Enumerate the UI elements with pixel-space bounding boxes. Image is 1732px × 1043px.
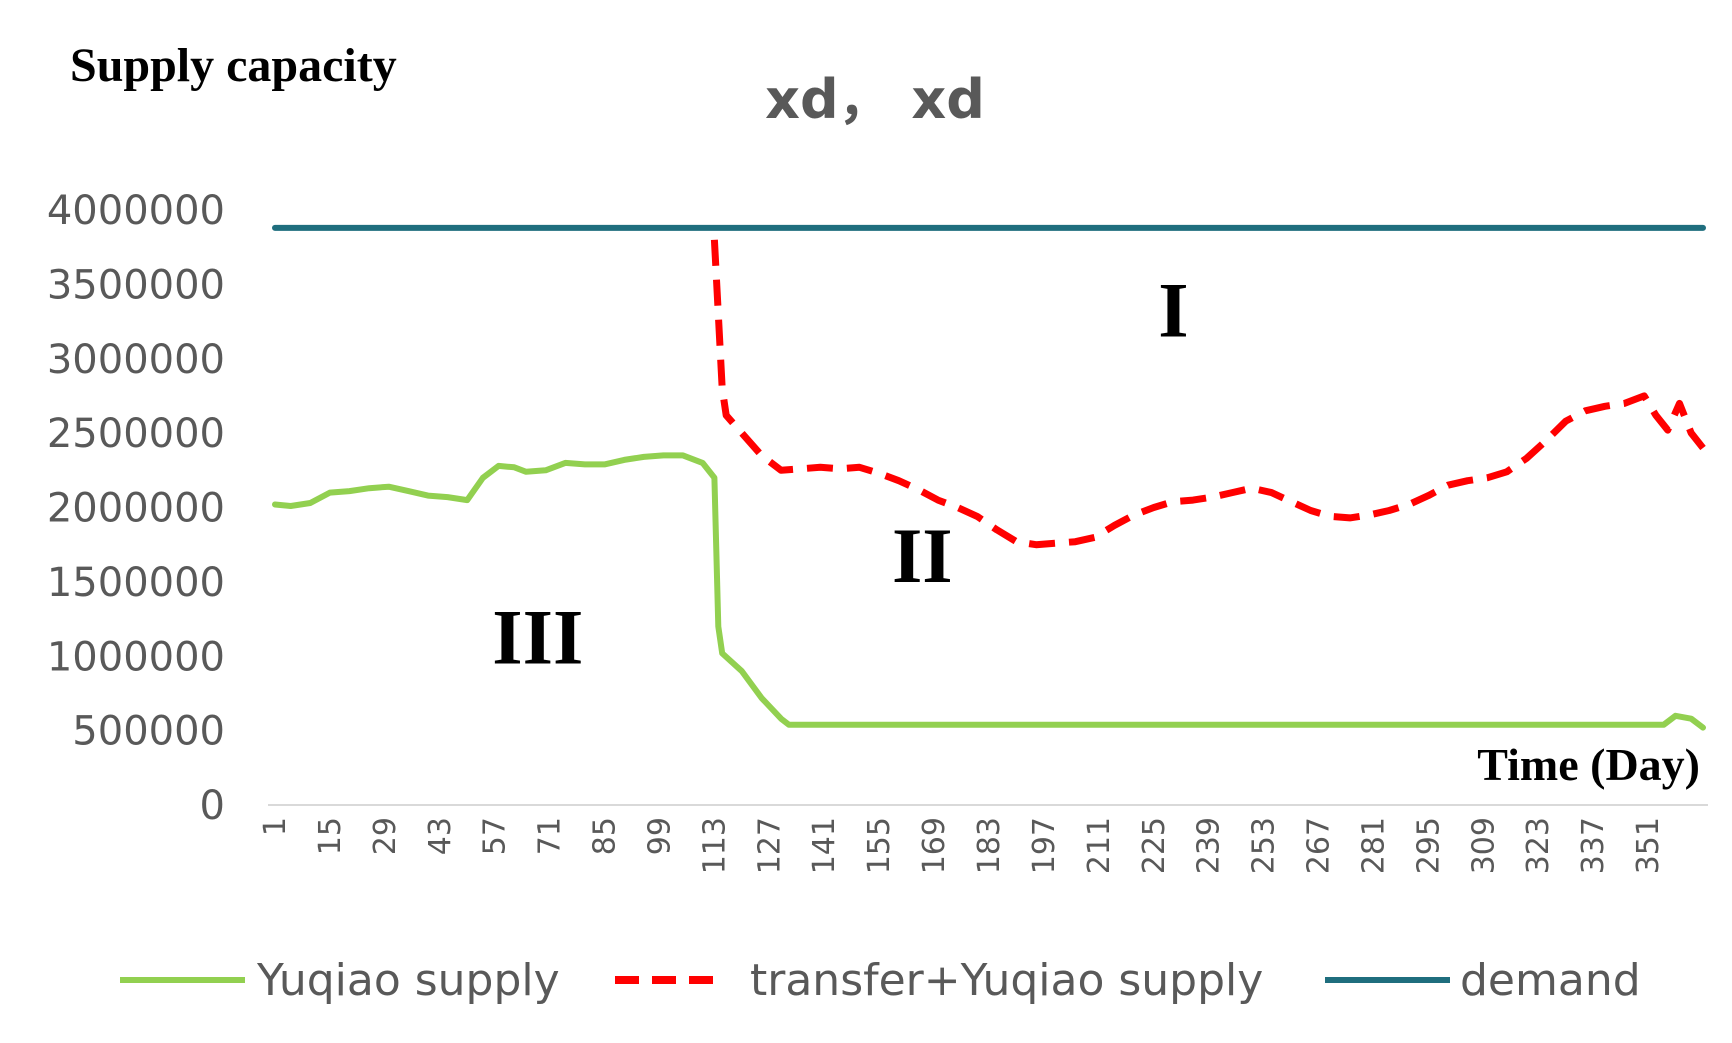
x-tick-label: 1 bbox=[258, 817, 293, 836]
y-tick-label: 1000000 bbox=[47, 634, 225, 680]
y-tick-label: 3000000 bbox=[47, 337, 225, 383]
series-line bbox=[710, 239, 1706, 549]
x-tick-label: 99 bbox=[642, 817, 677, 855]
y-axis-title: Supply capacity bbox=[70, 39, 397, 92]
y-tick-label: 500000 bbox=[72, 709, 225, 755]
y-tick-label: 4000000 bbox=[47, 188, 225, 234]
x-tick-label: 15 bbox=[313, 817, 348, 855]
x-tick-label: 43 bbox=[423, 817, 458, 855]
region-label: III bbox=[492, 594, 583, 681]
legend-label: demand bbox=[1460, 955, 1641, 1006]
x-tick-label: 309 bbox=[1466, 817, 1501, 874]
region-label: II bbox=[892, 512, 953, 599]
x-tick-label: 141 bbox=[807, 817, 842, 874]
legend-label: Yuqiao supply bbox=[256, 955, 560, 1006]
x-tick-label: 211 bbox=[1082, 817, 1117, 874]
x-tick-label: 57 bbox=[478, 817, 513, 855]
x-tick-label: 239 bbox=[1192, 817, 1227, 874]
x-tick-label: 85 bbox=[588, 817, 623, 855]
region-label: I bbox=[1158, 266, 1188, 353]
series-line bbox=[272, 452, 1706, 731]
x-tick-label: 225 bbox=[1137, 817, 1172, 874]
y-tick-label: 0 bbox=[200, 783, 225, 829]
x-tick-label: 113 bbox=[697, 817, 732, 874]
y-tick-label: 2000000 bbox=[47, 486, 225, 532]
x-tick-label: 351 bbox=[1631, 817, 1666, 874]
x-tick-label: 281 bbox=[1356, 817, 1391, 874]
x-tick-label: 169 bbox=[917, 817, 952, 874]
x-tick-labels: 1 15 29 43 57 71 85 99 113 127 141 155 169 183 197 211 2… bbox=[258, 817, 1666, 874]
x-tick-label: 29 bbox=[368, 817, 403, 855]
series-lines bbox=[272, 224, 1706, 731]
x-tick-label: 197 bbox=[1027, 817, 1062, 874]
x-tick-label: 295 bbox=[1411, 817, 1446, 874]
x-tick-label: 183 bbox=[972, 817, 1007, 874]
chart-title: xd， xd bbox=[765, 68, 985, 131]
x-tick-label: 267 bbox=[1302, 817, 1337, 874]
x-tick-label: 337 bbox=[1576, 817, 1611, 874]
x-tick-label: 71 bbox=[533, 817, 568, 855]
x-tick-label: 323 bbox=[1521, 817, 1556, 874]
legend-label: transfer+Yuqiao supply bbox=[750, 955, 1263, 1006]
x-tick-label: 127 bbox=[752, 817, 787, 874]
legend: Yuqiao supply transfer+Yuqiao supply deman… bbox=[120, 955, 1641, 1006]
x-tick-label: 155 bbox=[862, 817, 897, 874]
y-tick-label: 3500000 bbox=[47, 262, 225, 308]
x-axis-title: Time (Day) bbox=[1477, 739, 1700, 790]
y-tick-label: 1500000 bbox=[47, 560, 225, 606]
y-tick-labels: 0 500000 1000000 1500000 2000000 2500000 30000… bbox=[47, 188, 225, 829]
x-tick-label: 253 bbox=[1247, 817, 1282, 874]
y-tick-label: 2500000 bbox=[47, 411, 225, 457]
